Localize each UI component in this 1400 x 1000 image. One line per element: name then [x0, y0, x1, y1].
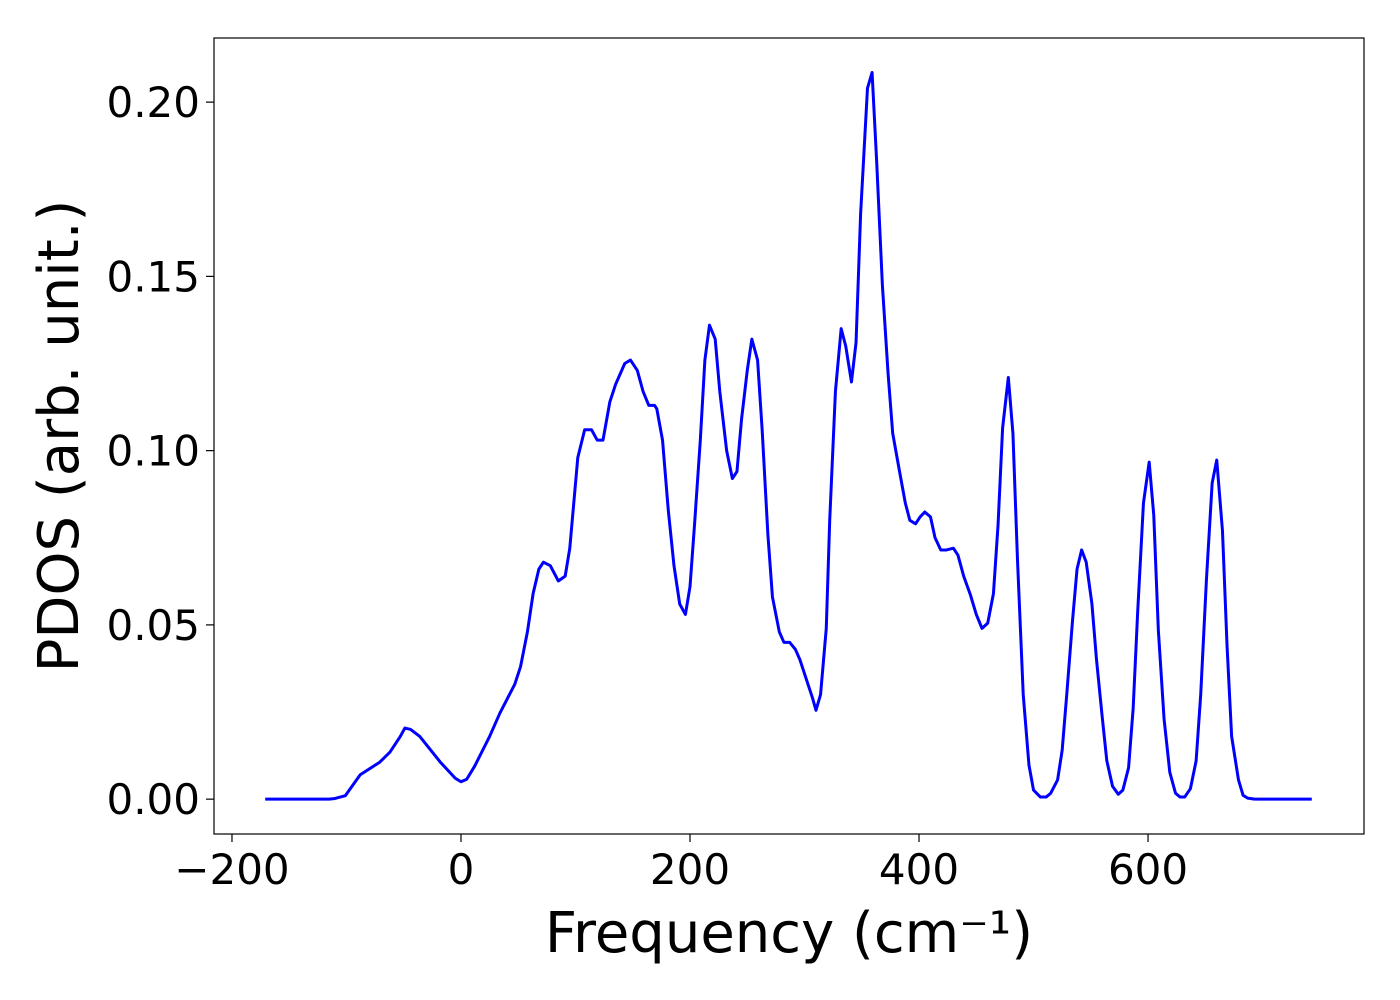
x-tick-label: 400: [879, 845, 959, 894]
data-line: [265, 71, 1312, 801]
x-tick-label: −200: [174, 845, 289, 894]
x-tick-label: 600: [1108, 845, 1188, 894]
x-tick-label: 0: [448, 845, 475, 894]
y-tick-label: 0.00: [106, 775, 200, 824]
plot-frame: [213, 37, 1365, 835]
y-tick-label: 0.05: [106, 601, 200, 650]
x-axis-label: Frequency (cm⁻¹): [545, 901, 1033, 966]
y-tick-label: 0.15: [106, 252, 200, 301]
y-axis-label: PDOS (arb. unit.): [27, 200, 92, 673]
x-tick-label: 200: [650, 845, 730, 894]
y-tick-label: 0.10: [106, 427, 200, 476]
y-tick-label: 0.20: [106, 78, 200, 127]
